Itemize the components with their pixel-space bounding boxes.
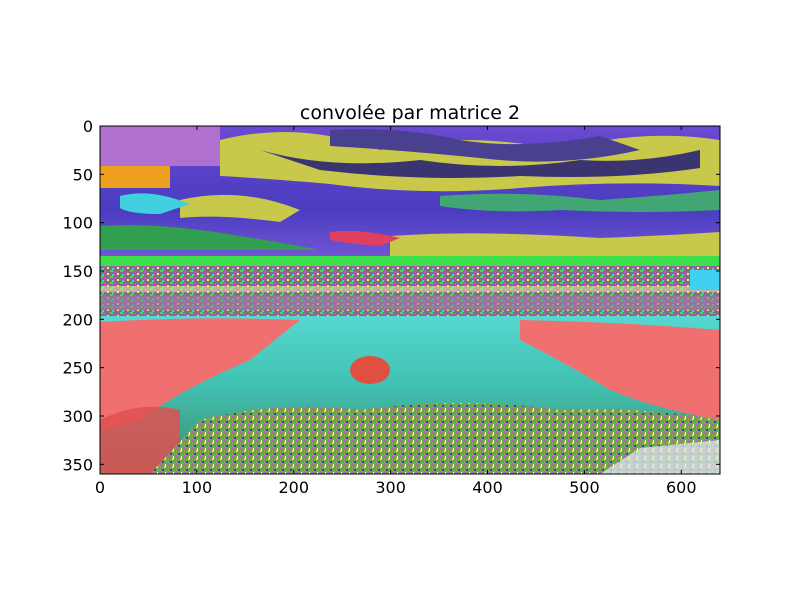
y-tick-label: 50	[73, 165, 93, 184]
x-tick-label: 600	[666, 478, 697, 497]
y-tick-label: 350	[62, 455, 93, 474]
x-tick-label: 0	[95, 478, 105, 497]
y-tick-label: 250	[62, 359, 93, 378]
x-tick-label: 100	[182, 478, 213, 497]
y-tick-label: 150	[62, 262, 93, 281]
x-tick-label: 500	[569, 478, 600, 497]
convolved-image	[100, 126, 720, 474]
y-tick-label: 200	[62, 310, 93, 329]
x-tick-label: 300	[375, 478, 406, 497]
y-tick-label: 0	[83, 117, 93, 136]
axes-frame	[99, 125, 721, 475]
x-tick-label: 400	[472, 478, 503, 497]
y-tick-label: 100	[62, 214, 93, 233]
chart-title: convolée par matrice 2	[300, 102, 520, 124]
axis-ticks: 0 100 200 300 400 500 600 0 50 100 150 200 250 300 350	[62, 117, 720, 497]
x-tick-label: 200	[278, 478, 309, 497]
y-tick-label: 300	[62, 407, 93, 426]
